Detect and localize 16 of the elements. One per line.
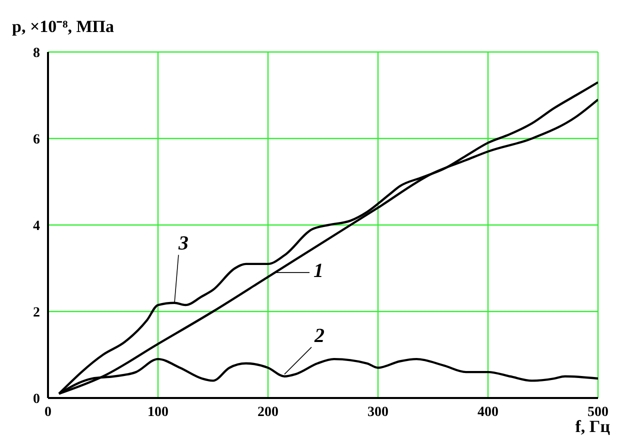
x-axis-title: f, Гц xyxy=(575,417,610,437)
y-tick-label: 2 xyxy=(33,305,40,320)
x-tick-label: 0 xyxy=(44,404,52,420)
annotation: 2 xyxy=(314,324,324,347)
annotation: 1 xyxy=(314,260,324,282)
x-tick-label: 100 xyxy=(148,404,168,420)
y-tick-label: 6 xyxy=(33,132,40,148)
x-tick-label: 400 xyxy=(478,404,498,420)
y-tick-label: 0 xyxy=(33,392,40,407)
y-tick-label: 4 xyxy=(33,218,40,234)
y-tick-label: 8 xyxy=(33,46,40,61)
y-axis-title: p, ×10⁻⁸, МПа xyxy=(12,16,114,37)
x-tick-label: 200 xyxy=(258,404,278,420)
x-tick-label: 500 xyxy=(588,404,608,420)
annotation: 3 xyxy=(178,232,188,254)
x-tick-label: 300 xyxy=(368,404,388,420)
